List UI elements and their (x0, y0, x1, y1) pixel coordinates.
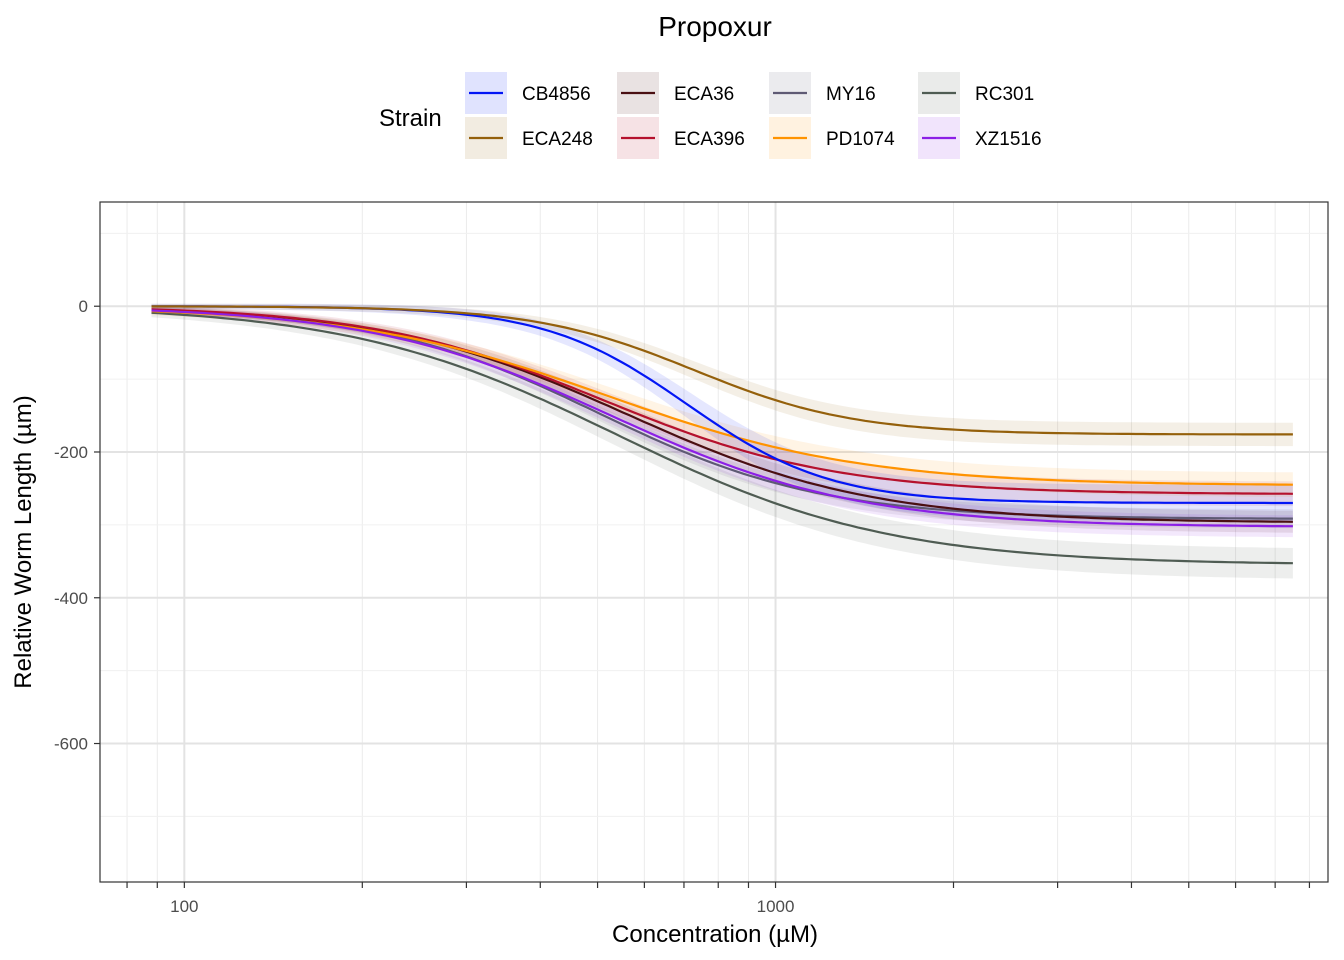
legend-label: ECA248 (522, 129, 593, 150)
x-tick-label: 100 (170, 897, 198, 916)
legend-item-cb4856: CB4856 (465, 72, 591, 114)
legend-label: RC301 (975, 84, 1034, 105)
y-axis-title: Relative Worm Length (µm) (10, 395, 37, 688)
chart-title: Propoxur (658, 11, 772, 42)
line-eca248 (151, 305, 1293, 436)
legend-item-my16: MY16 (769, 72, 876, 114)
band-rc301 (151, 308, 1293, 579)
line-xz1516 (151, 309, 1293, 528)
legend-title: Strain (379, 105, 442, 132)
series-lines (151, 305, 1293, 565)
band-eca248 (151, 303, 1293, 447)
y-tick-label: -200 (54, 443, 88, 462)
band-xz1516 (151, 307, 1293, 538)
band-cb4856 (151, 303, 1293, 522)
legend-item-rc301: RC301 (918, 72, 1034, 114)
x-axis-title: Concentration (µM) (612, 921, 818, 948)
line-rc301 (151, 311, 1293, 565)
legend-label: MY16 (826, 84, 876, 105)
plot-panel (99, 201, 1329, 883)
band-eca396 (151, 305, 1293, 507)
legend-label: ECA396 (674, 129, 745, 150)
y-axis: 0 -200 -400 -600 (54, 297, 100, 754)
legend-label: CB4856 (522, 84, 591, 105)
legend-label: PD1074 (826, 129, 895, 150)
y-tick-label: 0 (79, 297, 88, 316)
legend-label: ECA36 (674, 84, 734, 105)
confidence-bands (151, 303, 1293, 579)
y-tick-label: -600 (54, 735, 88, 754)
x-axis: 100 1000 (126, 882, 1311, 916)
legend-item-eca36: ECA36 (617, 72, 734, 114)
panel-background (100, 202, 1328, 882)
legend-item-pd1074: PD1074 (769, 117, 895, 159)
panel-border (99, 201, 1329, 883)
band-eca36 (151, 306, 1293, 533)
legend-item-eca248: ECA248 (465, 117, 593, 159)
y-tick-label: -400 (54, 589, 88, 608)
legend-label: XZ1516 (975, 129, 1042, 150)
band-pd1074 (151, 307, 1293, 497)
legend-item-xz1516: XZ1516 (918, 117, 1042, 159)
legend: Strain CB4856 ECA248 ECA36 ECA396 MY16 PD1074… (379, 72, 1042, 159)
x-tick-label: 1000 (757, 897, 795, 916)
legend-item-eca396: ECA396 (617, 117, 745, 159)
line-eca396 (151, 308, 1293, 495)
